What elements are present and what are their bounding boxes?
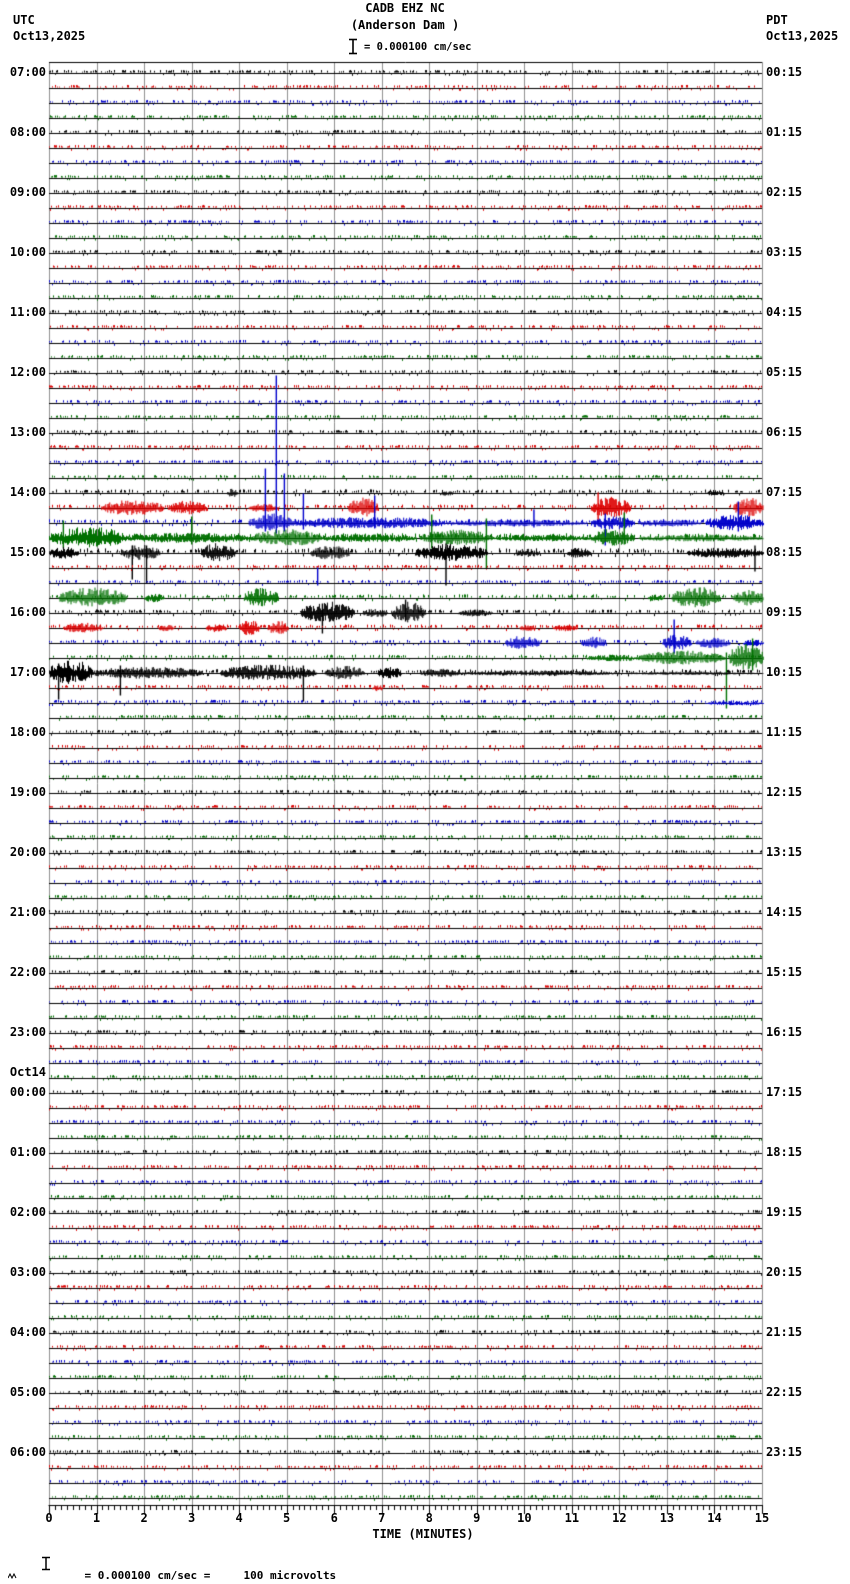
x-tick-label: 2 bbox=[140, 1511, 148, 1525]
utc-hour-label: 16:00 bbox=[9, 605, 46, 619]
time-axis-label: TIME (MINUTES) bbox=[372, 1527, 474, 1541]
pdt-hour-label: 12:15 bbox=[766, 785, 803, 799]
pdt-hour-label: 17:15 bbox=[766, 1085, 803, 1099]
pdt-hour-label: 00:15 bbox=[766, 65, 803, 79]
utc-hour-label: 00:00 bbox=[9, 1085, 46, 1099]
utc-hour-label: 09:00 bbox=[9, 185, 46, 199]
pdt-hour-label: 08:15 bbox=[766, 545, 803, 559]
utc-hour-label: 11:00 bbox=[9, 305, 46, 319]
utc-hour-label: 21:00 bbox=[9, 905, 46, 919]
utc-hour-label: 15:00 bbox=[9, 545, 46, 559]
pdt-hour-label: 15:15 bbox=[766, 965, 803, 979]
utc-label: UTC bbox=[13, 13, 35, 27]
date-rollover-label: Oct14 bbox=[9, 1065, 46, 1079]
utc-hour-label: 03:00 bbox=[9, 1265, 46, 1279]
pdt-hour-label: 20:15 bbox=[766, 1265, 803, 1279]
utc-hour-label: 06:00 bbox=[9, 1445, 46, 1459]
x-tick-label: 11 bbox=[564, 1511, 580, 1525]
pdt-hour-label: 09:15 bbox=[766, 605, 803, 619]
x-tick-label: 9 bbox=[473, 1511, 481, 1525]
utc-hour-label: 02:00 bbox=[9, 1205, 46, 1219]
pdt-hour-label: 03:15 bbox=[766, 245, 803, 259]
utc-hour-label: 08:00 bbox=[9, 125, 46, 139]
pdt-hour-label: 07:15 bbox=[766, 485, 803, 499]
pdt-hour-label: 16:15 bbox=[766, 1025, 803, 1039]
pdt-hour-label: 01:15 bbox=[766, 125, 803, 139]
x-tick-label: 14 bbox=[707, 1511, 722, 1525]
utc-hour-label: 14:00 bbox=[9, 485, 46, 499]
pdt-date: Oct13,2025 bbox=[766, 29, 839, 43]
utc-hour-label: 01:00 bbox=[9, 1145, 46, 1159]
utc-date: Oct13,2025 bbox=[13, 29, 86, 43]
footer-note-units: 100 microvolts bbox=[243, 1569, 337, 1582]
footer-scale-note: = 0.000100 cm/sec = 100 microvolts bbox=[58, 1559, 337, 1584]
x-tick-label: 8 bbox=[425, 1511, 433, 1525]
utc-hour-label: 19:00 bbox=[9, 785, 46, 799]
x-tick-label: 3 bbox=[187, 1511, 196, 1525]
x-tick-label: 13 bbox=[659, 1511, 675, 1525]
x-tick-label: 0 bbox=[45, 1511, 53, 1525]
pdt-hour-label: 06:15 bbox=[766, 425, 803, 439]
x-tick-label: 4 bbox=[235, 1511, 243, 1525]
x-tick-label: 10 bbox=[517, 1511, 532, 1525]
footer-note-scale: = 0.000100 cm/sec = bbox=[84, 1569, 211, 1582]
utc-hour-label: 17:00 bbox=[9, 665, 46, 679]
pdt-hour-label: 10:15 bbox=[766, 665, 803, 679]
pdt-hour-label: 18:15 bbox=[766, 1145, 803, 1159]
x-tick-label: 12 bbox=[612, 1511, 627, 1525]
utc-hour-label: 05:00 bbox=[9, 1385, 46, 1399]
footer-note-gap bbox=[210, 1569, 243, 1582]
pdt-hour-label: 04:15 bbox=[766, 305, 803, 319]
pdt-hour-label: 22:15 bbox=[766, 1385, 803, 1399]
utc-hour-label: 07:00 bbox=[9, 65, 46, 79]
utc-hour-label: 12:00 bbox=[9, 365, 46, 379]
station-subtitle: (Anderson Dam ) bbox=[350, 18, 460, 32]
utc-hour-label: 22:00 bbox=[9, 965, 46, 979]
pdt-label: PDT bbox=[766, 13, 788, 27]
pdt-hour-label: 21:15 bbox=[766, 1325, 803, 1339]
utc-hour-label: 13:00 bbox=[9, 425, 46, 439]
pdt-hour-label: 19:15 bbox=[766, 1205, 803, 1219]
x-tick-label: 15 bbox=[754, 1511, 770, 1525]
pdt-hour-label: 05:15 bbox=[766, 365, 803, 379]
x-tick-label: 5 bbox=[283, 1511, 291, 1525]
utc-hour-label: 18:00 bbox=[9, 725, 46, 739]
pdt-hour-label: 11:15 bbox=[766, 725, 803, 739]
x-tick-label: 1 bbox=[92, 1511, 101, 1525]
pdt-hour-label: 23:15 bbox=[766, 1445, 803, 1459]
utc-hour-label: 10:00 bbox=[9, 245, 46, 259]
footer-scale-icon bbox=[41, 1556, 51, 1575]
utc-hour-label: 04:00 bbox=[9, 1325, 46, 1339]
pdt-hour-label: 02:15 bbox=[766, 185, 803, 199]
amplitude-scale-icon bbox=[348, 38, 358, 59]
utc-hour-label: 23:00 bbox=[9, 1025, 46, 1039]
utc-hour-label: 20:00 bbox=[9, 845, 46, 859]
x-tick-label: 6 bbox=[330, 1511, 338, 1525]
station-title: CADB EHZ NC bbox=[365, 1, 445, 15]
x-tick-label: 7 bbox=[378, 1511, 386, 1525]
pdt-hour-label: 14:15 bbox=[766, 905, 803, 919]
amplitude-scale-text: = 0.000100 cm/sec bbox=[364, 41, 472, 53]
pdt-hour-label: 13:15 bbox=[766, 845, 803, 859]
footer-squiggle-icon bbox=[7, 1564, 17, 1583]
